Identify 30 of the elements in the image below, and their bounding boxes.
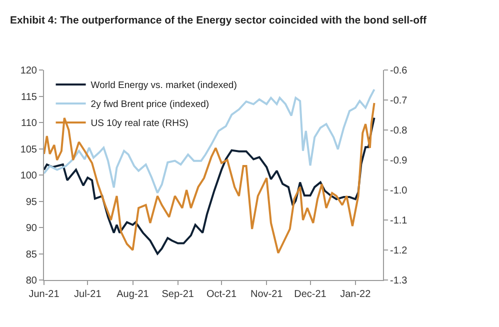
x-tick-label: Sep-21 — [162, 289, 194, 300]
legend-label: US 10y real rate (RHS) — [90, 118, 188, 130]
legend-label: 2y fwd Brent price (indexed) — [90, 99, 210, 110]
x-tick-label: Dec-21 — [294, 289, 327, 300]
y-tick-label: 95 — [26, 196, 38, 208]
x-tick-label: Jan-22 — [340, 289, 372, 300]
y2-tick-label: -1.3 — [390, 276, 408, 286]
x-tick-label: Nov-21 — [250, 289, 284, 300]
y2-tick-label: -1.2 — [390, 246, 408, 256]
x-tick-label: Aug-21 — [116, 289, 150, 300]
y2-tick-label: -0.8 — [390, 126, 408, 136]
y2-tick-label: -0.7 — [390, 96, 408, 106]
y-tick-label: 105 — [20, 144, 38, 156]
y-tick-label: 110 — [21, 118, 38, 129]
x-tick-label: Jun-21 — [28, 289, 60, 300]
y2-tick-label: -1.0 — [390, 186, 408, 196]
y-tick-label: 85 — [26, 249, 38, 260]
y2-tick-label: -0.6 — [390, 66, 408, 76]
y-tick-label: 115 — [21, 92, 38, 103]
y2-tick-label: -0.9 — [390, 156, 408, 166]
legend-label: World Energy vs. market (indexed) — [90, 80, 237, 92]
y-tick-label: 90 — [26, 223, 38, 234]
chart-title: Exhibit 4: The outperformance of the Energy sector coincided with the bond sell-off — [10, 14, 428, 27]
y-tick-label: 80 — [26, 276, 38, 286]
x-tick-label: Oct-21 — [206, 289, 237, 300]
line-series — [44, 88, 376, 194]
y2-tick-label: -1.1 — [390, 216, 408, 226]
y-tick-label: 120 — [20, 66, 38, 76]
x-tick-label: Jul-21 — [74, 289, 102, 300]
y-tick-label: 100 — [20, 170, 38, 182]
